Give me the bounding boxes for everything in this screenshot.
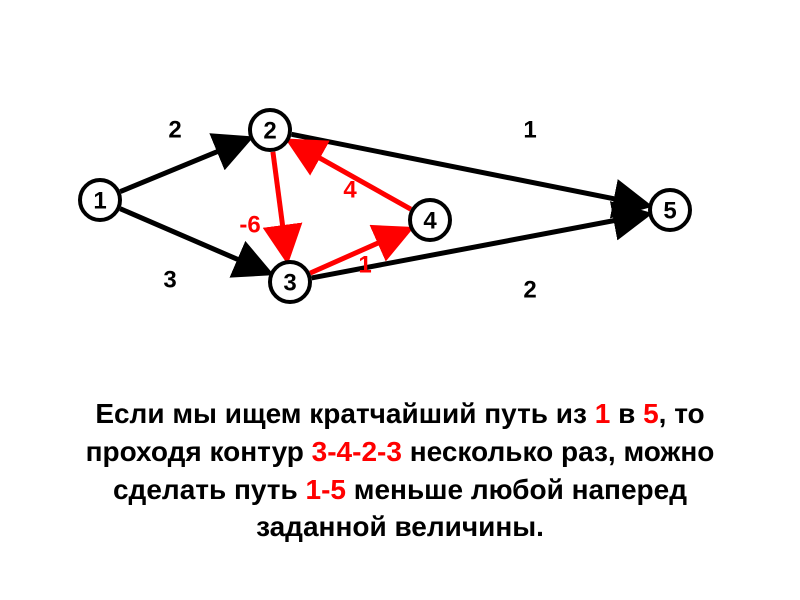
node-label-4: 4	[423, 208, 437, 235]
diagram-canvas: 2 3 1 2 -6 1 4 1 2 3 4 5 Если мы ищем кратчайший п…	[0, 0, 800, 600]
edge-weight-3-5: 2	[523, 277, 536, 304]
caption-part-5: 3-4-2-3	[312, 436, 402, 467]
caption-part-7: 1-5	[306, 474, 346, 505]
edge-2-3	[273, 152, 287, 258]
edge-weight-2-3: -6	[239, 212, 260, 239]
graph-svg: 2 3 1 2 -6 1 4 1 2 3 4 5	[0, 0, 800, 380]
caption-part-3: 5	[643, 398, 659, 429]
caption-part-1: 1	[595, 398, 611, 429]
edges-group	[120, 134, 646, 278]
edge-weight-1-2: 2	[168, 117, 181, 144]
caption-text: Если мы ищем кратчайший путь из 1 в 5, т…	[60, 395, 740, 546]
node-label-2: 2	[263, 118, 276, 145]
edge-1-2	[120, 139, 248, 192]
edge-weight-1-3: 3	[163, 267, 176, 294]
caption-part-0: Если мы ищем кратчайший путь из	[95, 398, 594, 429]
node-label-1: 1	[93, 188, 106, 215]
caption-part-2: в	[610, 398, 643, 429]
edge-weight-2-5: 1	[523, 117, 536, 144]
node-label-5: 5	[663, 198, 676, 225]
edge-weight-3-4: 1	[358, 252, 371, 279]
edge-weight-4-2: 4	[343, 177, 357, 204]
node-label-3: 3	[283, 270, 296, 297]
